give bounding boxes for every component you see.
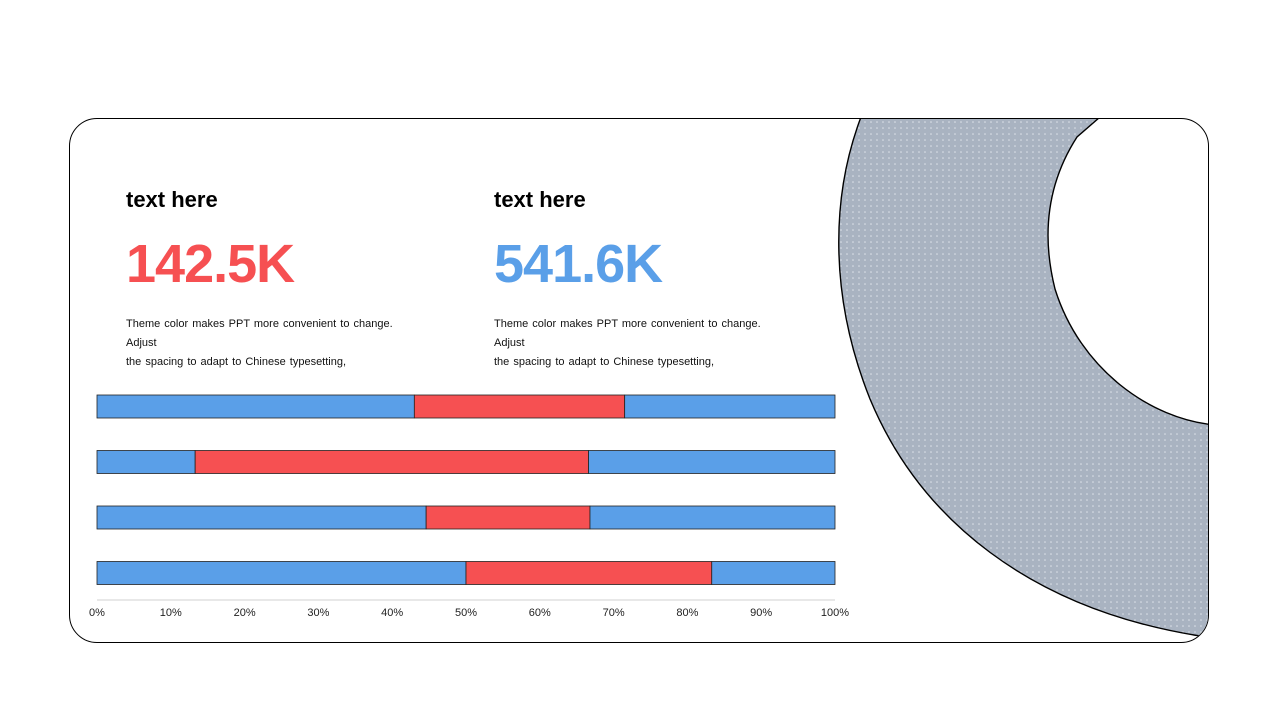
stat-description-line: the spacing to adapt to Chinese typesett… (494, 356, 715, 368)
stat-heading: text here (494, 187, 586, 212)
x-tick-label: 40% (381, 607, 403, 619)
bar-segment-4-2 (465, 561, 713, 585)
bar-segment-1-3 (624, 394, 836, 419)
x-tick-label: 100% (821, 607, 849, 619)
stacked-bar-chart: 0% 10% 20% 30% 40% 50% 60% 70% 80% 90% 100% (89, 394, 849, 619)
x-tick-label: 80% (676, 607, 698, 619)
stat-heading: text here (126, 187, 218, 212)
stat-description: Theme color makes PPT more convenient to… (494, 315, 794, 372)
x-tick-label: 50% (455, 607, 477, 619)
bar-segment-1-1 (96, 394, 415, 419)
bar-segment-2-3 (588, 450, 836, 474)
content-card: text here 142.5K Theme color makes PPT m… (69, 118, 1209, 643)
bar-segment-4-1 (96, 561, 467, 585)
bar-segment-3-1 (96, 505, 427, 530)
x-tick-label: 0% (89, 607, 105, 619)
x-tick-label: 90% (750, 607, 772, 619)
bar-segment-4-3 (711, 561, 836, 585)
bar-segment-1-2 (413, 394, 626, 419)
stat-block-1: text here 142.5K Theme color makes PPT m… (126, 187, 426, 372)
bar-segment-3-2 (425, 505, 591, 530)
stat-description-line: Theme color makes PPT more convenient to… (494, 318, 761, 349)
stat-block-2: text here 541.6K Theme color makes PPT m… (494, 187, 794, 372)
stat-value: 541.6K (494, 234, 663, 294)
stat-description-line: the spacing to adapt to Chinese typesett… (126, 356, 347, 368)
decorative-ring-segment (838, 119, 1208, 637)
stat-description: Theme color makes PPT more convenient to… (126, 315, 426, 372)
x-tick-label: 30% (307, 607, 329, 619)
x-tick-label: 60% (529, 607, 551, 619)
x-tick-label: 20% (234, 607, 256, 619)
bar-segment-2-1 (96, 450, 196, 474)
x-tick-label: 70% (603, 607, 625, 619)
bar-segment-2-2 (194, 450, 589, 474)
stat-value: 142.5K (126, 234, 295, 294)
stat-description-line: Theme color makes PPT more convenient to… (126, 318, 393, 349)
x-tick-label: 10% (160, 607, 182, 619)
bar-segment-3-3 (589, 505, 836, 530)
